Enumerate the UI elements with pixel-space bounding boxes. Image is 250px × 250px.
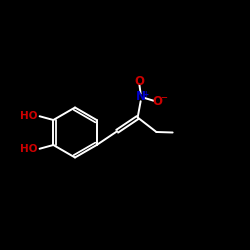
Text: N: N: [136, 90, 146, 103]
Text: O: O: [134, 74, 144, 88]
Text: HO: HO: [20, 144, 38, 154]
Text: +: +: [142, 90, 148, 99]
Text: O: O: [153, 95, 163, 108]
Text: HO: HO: [20, 111, 38, 121]
Text: −: −: [160, 94, 167, 102]
